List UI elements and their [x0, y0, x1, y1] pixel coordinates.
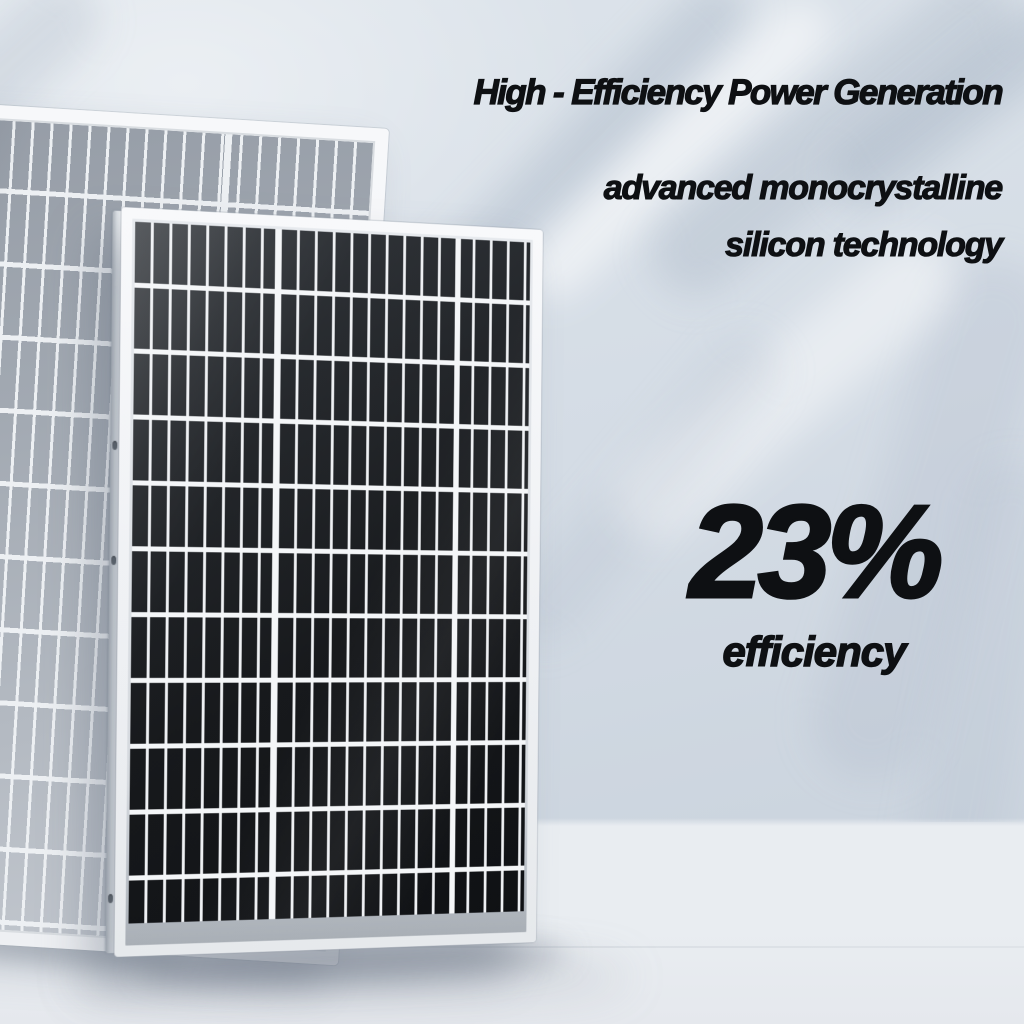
mounting-hole-icon — [108, 893, 114, 903]
floor-seam-line — [215, 946, 1024, 948]
mono-panel-cells — [128, 221, 531, 924]
subheadline-line-1: advanced monocrystalline — [603, 168, 1004, 207]
mounting-hole-icon — [112, 440, 118, 450]
mono-panel-frame — [114, 207, 543, 957]
headline: High - Efficiency Power Generation — [473, 72, 1004, 112]
mounting-hole-icon — [111, 555, 117, 565]
stat-value: 23% — [688, 478, 945, 625]
mono-panel-bezel — [125, 218, 533, 946]
mono-solar-panel — [105, 207, 543, 957]
subheadline: advanced monocrystalline silicon technol… — [603, 160, 1004, 274]
subheadline-line-2: silicon technology — [725, 225, 1004, 264]
efficiency-stat: 23% efficiency — [654, 478, 974, 676]
panels-soft-ground-shadow — [70, 955, 630, 999]
stat-label: efficiency — [722, 627, 907, 675]
